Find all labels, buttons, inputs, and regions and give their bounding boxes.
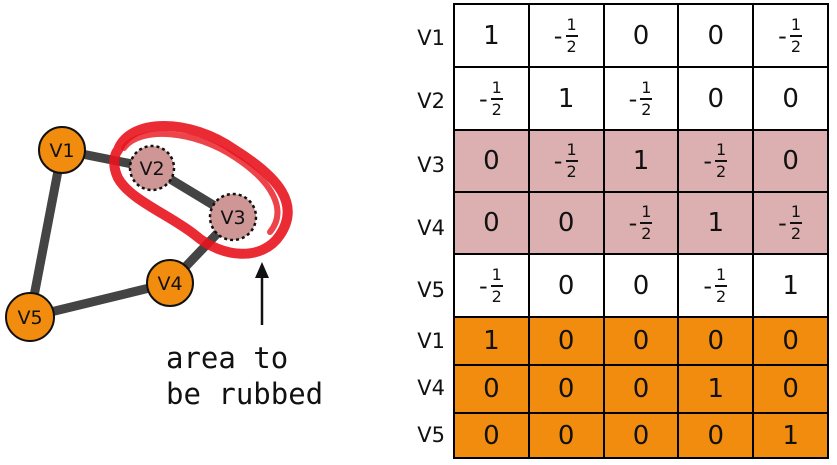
- graph-nodes: V1 V2 V3 V4 V5: [5, 126, 258, 342]
- matrix-cell: 1: [677, 364, 755, 414]
- matrix-cell: 1: [677, 191, 755, 255]
- node-circle: [146, 259, 194, 307]
- matrix-cell: 0: [602, 412, 680, 459]
- rub-area-highlight: [109, 121, 293, 259]
- node-v1: V1: [38, 126, 86, 174]
- node-label: V3: [220, 207, 245, 229]
- node-circle: [208, 192, 258, 242]
- matrix-cell: 0: [602, 364, 680, 414]
- node-label: V1: [49, 140, 74, 162]
- caption-line-2: be rubbed: [166, 377, 324, 411]
- node-label: V2: [139, 158, 164, 180]
- caption-line-1: area to: [166, 341, 289, 375]
- row-label-2: V2: [417, 89, 445, 113]
- matrix-cell: 0: [527, 316, 605, 366]
- matrix-cell: 0: [527, 412, 605, 459]
- node-label: V4: [157, 273, 182, 295]
- caption-arrow: [255, 262, 269, 325]
- node-label: V5: [17, 307, 42, 329]
- node-v2: V2: [128, 144, 176, 192]
- graph-diagram: V1 V2 V3 V4 V5: [5, 121, 293, 342]
- matrix-cell: 0: [677, 316, 755, 366]
- node-v5: V5: [5, 292, 55, 342]
- row-label-3: V3: [417, 153, 445, 177]
- matrix-cell: 0: [453, 129, 530, 193]
- matrix-cell: 0: [752, 364, 829, 414]
- rub-area-caption: area to be rubbed: [166, 340, 366, 412]
- matrix-cell: 0: [677, 66, 755, 131]
- matrix-cell: 1: [602, 129, 680, 193]
- node-v3: V3: [208, 192, 258, 242]
- matrix-cell: 0: [453, 364, 530, 414]
- matrix-cell: 0: [602, 3, 680, 68]
- edge-v5-v1: [25, 149, 67, 318]
- matrix-cell: 0: [677, 3, 755, 68]
- matrix-cell: 0: [453, 191, 530, 255]
- matrix-cell: 1: [527, 66, 605, 131]
- row-label-4: V4: [417, 216, 445, 240]
- matrix-cell: 0: [752, 66, 829, 131]
- matrix-cell: 0: [453, 412, 530, 459]
- matrix-cell: 1: [453, 316, 530, 366]
- row-label-6: V1: [417, 329, 445, 353]
- matrix-cell: 1: [453, 3, 530, 68]
- matrix-row-labels: V1 V2 V3 V4 V5 V1 V4 V5: [390, 0, 450, 465]
- matrix-cell: 0: [602, 253, 680, 318]
- matrix-cell: 0: [752, 316, 829, 366]
- row-label-5: V5: [417, 278, 445, 302]
- node-v4: V4: [146, 259, 194, 307]
- matrix-cell: 1: [752, 412, 829, 459]
- rub-area-highlight-inner: [121, 130, 281, 235]
- node-circle: [38, 126, 86, 174]
- matrix-cell: 0: [677, 412, 755, 459]
- matrix-cell: 0: [752, 129, 829, 193]
- matrix-cell: 0: [602, 316, 680, 366]
- row-label-7: V4: [417, 376, 445, 400]
- matrix-cell: 0: [527, 191, 605, 255]
- row-label-1: V1: [417, 26, 445, 50]
- row-label-8: V5: [417, 423, 445, 447]
- matrix-cell: 0: [527, 364, 605, 414]
- matrix-cell: 0: [527, 253, 605, 318]
- node-circle: [5, 292, 55, 342]
- node-circle: [128, 144, 176, 192]
- matrix-cell: 1: [752, 253, 829, 318]
